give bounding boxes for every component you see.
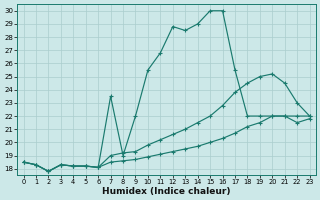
X-axis label: Humidex (Indice chaleur): Humidex (Indice chaleur) xyxy=(102,187,231,196)
